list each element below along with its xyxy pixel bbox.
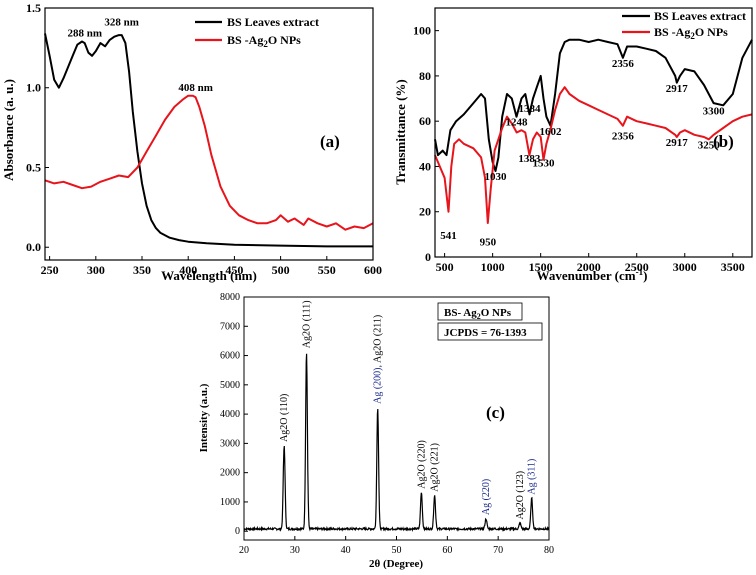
panel-b-label: (b): [713, 132, 734, 151]
legend-b-black-label: BS Leaves extract: [654, 9, 746, 23]
panel-b: 500 1000 1500 2000 2500 3000 3500020406080100 …: [393, 7, 753, 283]
panel-a-xtick-label: 300: [87, 263, 105, 277]
panel-a-frame: [44, 7, 374, 261]
legend-b-red-label: BS -Ag2O NPs: [654, 25, 728, 41]
panel-c-ytick-label: 8000: [220, 292, 240, 303]
panel-c-peak-label: Ag2O (111): [302, 300, 313, 348]
panel-c-peak-label: Ag (220): [481, 479, 492, 515]
panel-c-xrd-series: [243, 353, 550, 532]
panel-b-ytick-label: 60: [419, 114, 431, 128]
panel-c-ytick-label: 2000: [220, 468, 240, 479]
panel-c-ylabel: Intensity (a.u.): [198, 383, 210, 452]
panel-a-ytick-label: 0.5: [26, 160, 41, 174]
panel-b-band-label: 950: [480, 237, 497, 249]
panel-b-xtick-label: 2000: [577, 260, 601, 274]
panel-a-ytick-label: 0.0: [26, 240, 41, 254]
panel-c-ytick-label: 1000: [220, 497, 240, 508]
panel-b-band-label: 1030: [485, 171, 508, 183]
panel-b-xtick-label: 2500: [625, 260, 649, 274]
panel-b-band-label: 1248: [505, 117, 528, 129]
panel-c-ytick-label: 4000: [220, 409, 240, 420]
panel-c-peak-label: Ag (200), Ag2O (211): [373, 315, 384, 404]
legend-c-jcpds-box: [437, 322, 543, 341]
panel-a-ytick-label: 1.5: [26, 1, 41, 15]
panel-b-band-label: 1602: [539, 126, 562, 138]
panel-b-band-label: 541: [440, 230, 457, 242]
panel-a: 250 300 350 400 450 500 550 600 0.0 0.5 1.0 1.5 Wav…: [1, 1, 382, 283]
panel-b-series-1: [434, 86, 753, 224]
panel-c-label: (c): [486, 403, 505, 422]
panel-a-legend: BS Leaves extract BS -Ag2O NPs: [195, 15, 319, 49]
panel-a-peak-label: 288 nm: [67, 28, 102, 40]
panel-c-ytick-label: 0: [235, 526, 240, 537]
panel-b-legend: BS Leaves extract BS -Ag2O NPs: [622, 9, 746, 41]
panel-a-xtick-label: 550: [318, 263, 336, 277]
panel-b-band-label: 3250: [698, 139, 721, 151]
panel-a-series-0: [44, 33, 373, 248]
panel-b-band-label: 2917: [666, 83, 689, 95]
panel-b-ytick-label: 20: [419, 205, 431, 219]
panel-a-xtick-label: 600: [364, 263, 382, 277]
panel-a-xtick-label: 350: [133, 263, 151, 277]
panel-b-xtick-label: 1000: [481, 260, 505, 274]
panel-c-peak-label: Ag2O (123): [515, 471, 526, 520]
panel-c-ytick-label: 5000: [220, 380, 240, 391]
panel-a-xlabel: Wavelength (nm): [161, 268, 257, 283]
panel-a-ylabel: Absorbance (a. u.): [1, 79, 16, 181]
panel-a-xtick-label: 450: [225, 263, 243, 277]
panel-c-ytick-label: 7000: [220, 321, 240, 332]
panel-b-band-label: 3300: [703, 105, 726, 117]
panel-b-ytick-label: 100: [413, 24, 431, 38]
panel-b-ytick-label: 40: [419, 159, 431, 173]
legend-c-title-box: [437, 302, 523, 321]
panel-a-label: (a): [320, 132, 340, 151]
panel-b-band-label: 2356: [612, 58, 635, 70]
panel-a-series-1: [44, 94, 374, 231]
panel-c-xtick-label: 60: [442, 545, 452, 556]
panel-c-xtick-label: 70: [493, 545, 503, 556]
panel-c-xtick-label: 20: [239, 545, 249, 556]
panel-c-peak-label: Ag2O (221): [430, 443, 441, 492]
panel-b-ytick-label: 80: [419, 69, 431, 83]
panel-a-xtick-label: 250: [41, 263, 59, 277]
legend-a-red-label: BS -Ag2O NPs: [227, 33, 301, 49]
panel-a-xtick-label: 500: [272, 263, 290, 277]
legend-c-title: BS- Ag2O NPs: [444, 307, 512, 321]
panel-b-ylabel: Transmittance (%): [393, 79, 408, 185]
panel-b-band-label: 1383: [518, 153, 541, 165]
panel-c-legend-box: BS- Ag2O NPs JCPDS = 76-1393: [437, 302, 543, 341]
panel-b-band-label: 2356: [612, 130, 635, 142]
panel-a-peak-label: 328 nm: [104, 17, 139, 29]
panel-b-xtick-label: 1500: [529, 260, 553, 274]
panel-b-band-label: 2917: [666, 137, 689, 149]
panel-b-xtick-label: 3500: [721, 260, 745, 274]
panel-b-ytick-label: 0: [425, 250, 431, 264]
panel-b-band-label: 1530: [533, 157, 556, 169]
panel-c-xtick-label: 50: [392, 545, 402, 556]
panel-b-frame: [434, 7, 753, 258]
panel-c-peak-label: Ag2O (110): [279, 394, 290, 442]
panel-c: 20 30 40 50 60 70 80 0 1000 2000 3000 4000 5000 6000 7…: [198, 292, 554, 570]
panel-b-xtick-label: 3000: [673, 260, 697, 274]
panel-b-band-label: 1384: [519, 103, 542, 115]
panel-c-xlabel: 2θ (Degree): [369, 558, 423, 570]
panel-b-xtick-label: 500: [436, 260, 454, 274]
legend-a-black-label: BS Leaves extract: [227, 15, 319, 29]
panel-a-ytick-label: 1.0: [26, 81, 41, 95]
panel-c-peak-label: Ag2O (220): [416, 440, 427, 489]
panel-c-xtick-label: 80: [544, 545, 554, 556]
panel-a-peak-label: 408 nm: [178, 82, 213, 94]
panel-b-xlabel: Wavenumber (cm-1): [537, 267, 648, 283]
panel-c-peak-label: Ag (311): [527, 459, 538, 495]
panel-c-ytick-label: 6000: [220, 351, 240, 362]
panel-c-xtick-label: 30: [290, 545, 300, 556]
panel-c-ytick-label: 3000: [220, 438, 240, 449]
panel-c-xtick-label: 40: [341, 545, 351, 556]
legend-c-jcpds: JCPDS = 76-1393: [444, 327, 527, 339]
panel-a-xtick-label: 400: [179, 263, 197, 277]
